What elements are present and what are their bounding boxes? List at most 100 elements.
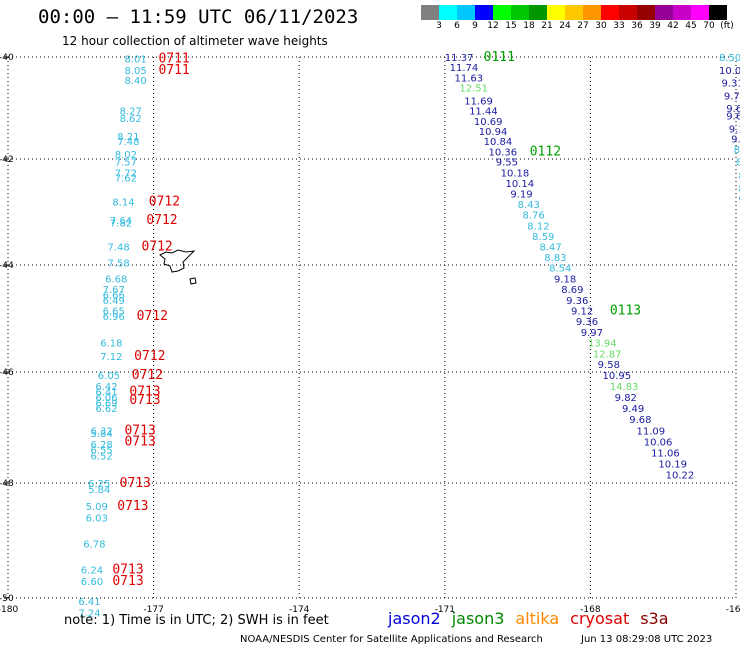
wave-height-value: 10.94 (479, 127, 508, 138)
wave-height-value: 6.55 (91, 446, 113, 457)
pass-time-label: 0712 (141, 239, 172, 254)
legend-tick-label: 24 (559, 21, 571, 31)
pitt-island-outline (189, 277, 197, 285)
wave-height-value: 6.60 (81, 577, 103, 588)
wave-height-value: 7.72 (115, 168, 137, 179)
wave-height-value: 10.69 (474, 117, 503, 128)
legend-tick-label: 45 (685, 21, 697, 31)
legend-swatch (529, 5, 547, 20)
pass-time-label: 0711 (158, 52, 189, 67)
wave-height-value: 6.03 (86, 514, 108, 525)
wave-height-value: 8.43 (518, 200, 540, 211)
pass-time-label: 0712 (149, 194, 180, 209)
latitude-label: -42 (0, 155, 14, 165)
wave-height-value: 8.69 (561, 285, 583, 296)
wave-height-value: 11.37 (445, 53, 474, 64)
wave-height-value: 6.32 (91, 426, 113, 437)
wave-height-value: 8.59 (532, 232, 554, 243)
legend-swatch (421, 5, 439, 20)
wave-height-value: 8.54 (549, 264, 571, 275)
axis-labels: -40 -42 -44 -46 -48 -50-180 -177 -174 -171 -168 -1… (0, 53, 740, 615)
legend-swatch (511, 5, 529, 20)
wave-height-value: 14.83 (610, 382, 639, 393)
wave-height-value: 7.48 (107, 242, 129, 253)
wave-height-value: 6.52 (91, 451, 113, 462)
wave-height-value: 6.24 (81, 565, 103, 576)
latitude-label: -44 (0, 261, 14, 271)
wave-height-value: 10.00 (719, 66, 740, 77)
wave-height-value: 6.06 (95, 393, 117, 404)
satellite-altika-label: altika (515, 609, 560, 628)
legend-swatch (655, 5, 673, 20)
legend-swatch (583, 5, 601, 20)
wave-height-value: 9.71 (724, 91, 740, 102)
wave-height-value: 7.12 (100, 352, 122, 363)
wave-height-value: 5.84 (88, 485, 110, 496)
legend-swatch (475, 5, 493, 20)
pass-time-label: 0713 (129, 384, 160, 399)
satellite-legend: jason2 jason3 altika cryosat s3a (388, 609, 680, 628)
wave-height-value: 11.74 (450, 63, 479, 74)
longitude-label: -171 (435, 605, 455, 615)
color-legend (421, 5, 727, 20)
wave-height-value: 8.8 (738, 171, 740, 182)
wave-height-value: 8.02 (115, 150, 137, 161)
wave-height-value: 6.49 (103, 296, 125, 307)
wave-height-value: 9.68 (726, 104, 740, 115)
legend-tick-label: 12 (487, 21, 499, 31)
legend-tick-label: 33 (613, 21, 625, 31)
wave-height-value: 8.50 (719, 53, 740, 64)
wave-height-value: 11.06 (651, 448, 680, 459)
legend-swatch (619, 5, 637, 20)
wave-height-value: 9.82 (615, 393, 637, 404)
wave-height-value: 7.57 (115, 158, 137, 169)
wave-height-value: 6.96 (103, 312, 125, 323)
wave-records: 8.018.058.408.278.628.217.488.027.577.72… (78, 50, 740, 619)
satellite-jason2-label: jason2 (388, 609, 441, 628)
legend-tick-label: 30 (595, 21, 607, 31)
legend-tick-label: 9 (472, 21, 478, 31)
latitude-label: -40 (0, 53, 14, 63)
legend-tick-label: 6 (454, 21, 460, 31)
wave-height-value: 8.8 (736, 158, 740, 169)
graticule (4, 56, 737, 599)
wave-height-value: 13.94 (588, 339, 617, 350)
legend-swatch (493, 5, 511, 20)
legend-tick-label: (ft) (720, 21, 734, 31)
wave-height-value: 12.51 (459, 84, 488, 95)
wave-height-value: 9.97 (581, 328, 603, 339)
satellite-s3a-label: s3a (640, 609, 669, 628)
wave-height-value: 9.68 (629, 415, 651, 426)
legend-swatch (637, 5, 655, 20)
wave-height-value: 6.25 (88, 479, 110, 490)
pass-time-label: 0713 (124, 434, 155, 449)
pass-time-label: 0111 (484, 50, 515, 65)
wave-height-value: 10.22 (666, 471, 695, 482)
wave-height-value: 8.27 (120, 107, 142, 118)
legend-tick-label: 18 (523, 21, 535, 31)
longitude-label: -180 (0, 605, 18, 615)
legend-swatch (457, 5, 475, 20)
wave-height-value: 6.62 (95, 404, 117, 415)
wave-height-value: 8.14 (112, 197, 134, 208)
satellite-jason3-label: jason3 (451, 609, 505, 628)
longitude-label: -168 (580, 605, 601, 615)
longitude-label: -177 (143, 605, 163, 615)
wave-height-value: 9.31 (721, 79, 740, 90)
pass-time-label: 0713 (129, 393, 160, 408)
wave-height-value: 9.55 (496, 158, 518, 169)
wave-height-value: 8.40 (124, 76, 146, 87)
wave-height-value: 7.58 (107, 258, 129, 269)
satellite-cryosat-label: cryosat (570, 609, 630, 628)
pass-time-label: 0711 (158, 63, 189, 78)
wave-height-value: 9.61 (726, 112, 740, 123)
pass-time-label: 0712 (134, 349, 165, 364)
pass-time-label: 0713 (120, 476, 151, 491)
longitude-label: -165 (726, 605, 740, 615)
latitude-label: -46 (0, 368, 14, 378)
legend-tick-label: 36 (631, 21, 643, 31)
wave-height-value: 10.18 (501, 168, 530, 179)
wave-height-value: 9.12 (571, 306, 593, 317)
legend-tick-label: 3 (436, 21, 442, 31)
wave-height-value: 6.65 (103, 306, 125, 317)
